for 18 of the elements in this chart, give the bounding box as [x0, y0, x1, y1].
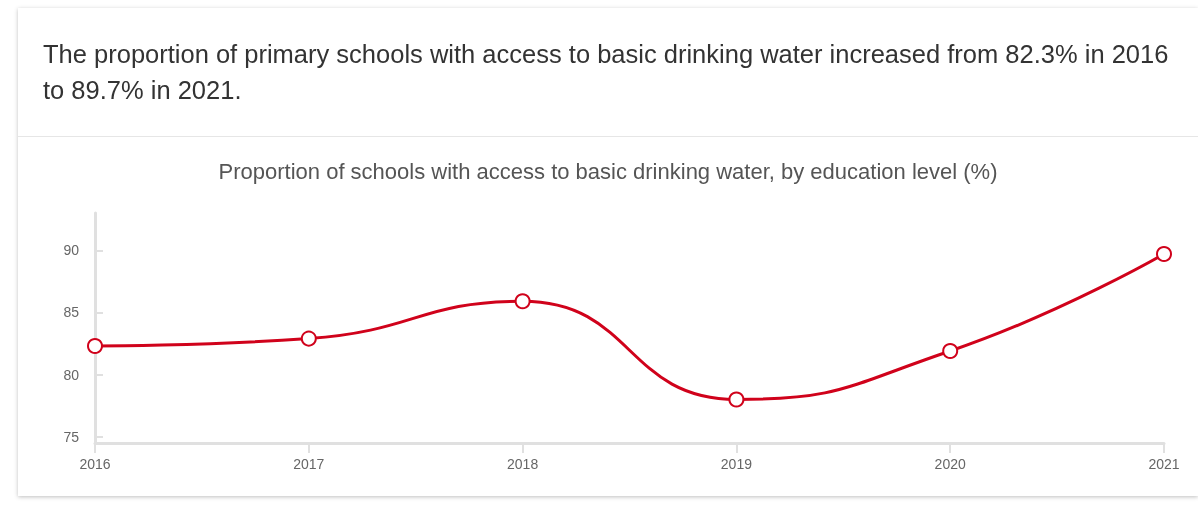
x-tick-label: 2017: [293, 456, 325, 472]
x-tick-label: 2016: [79, 456, 111, 472]
point: [514, 293, 531, 310]
x-tick-label: 2020: [934, 456, 966, 472]
point: [942, 343, 959, 359]
point: [300, 330, 317, 347]
x-tick-label: 2018: [507, 456, 539, 472]
y-tick-label: 75: [63, 428, 80, 445]
chart-title: The proportion of primary schools with access to basic drinking water increased from 82.3% in 2016 to 89.7% in 2021.: [43, 39, 1170, 106]
chart-subtitle: Proportion of schools with access to basic drinking water, by education level (%): [218, 158, 998, 184]
y-tick-label: 85: [63, 304, 80, 321]
x-tick-label: 2019: [720, 456, 753, 472]
x-tick-label: 2021: [1148, 456, 1180, 472]
y-tick-label: 90: [63, 242, 80, 259]
point: [1156, 246, 1172, 263]
point: [87, 338, 103, 355]
point: [728, 391, 745, 408]
y-tick-label: 80: [63, 366, 80, 383]
